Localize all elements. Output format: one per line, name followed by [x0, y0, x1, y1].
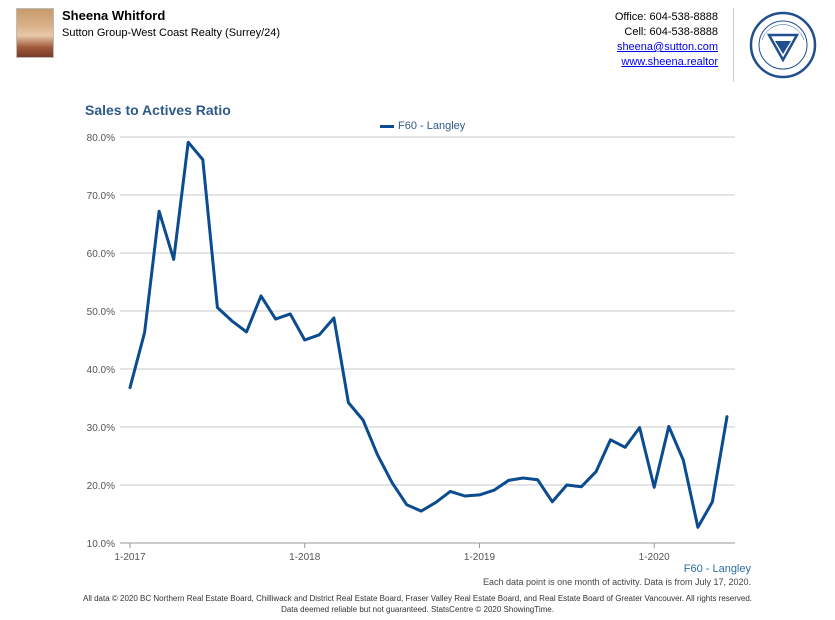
- gridlines: [120, 136, 735, 544]
- y-tick-label: 40.0%: [87, 365, 115, 376]
- y-axis-ticks: 10.0% 20.0% 30.0% 40.0% 50.0% 60.0% 70.0% 80.0%: [87, 133, 115, 550]
- contact-block: Office: 604-538-8888 Cell: 604-538-8888 …: [615, 10, 718, 70]
- y-tick-label: 10.0%: [87, 539, 115, 550]
- y-tick-label: 50.0%: [87, 307, 115, 318]
- cell-phone: Cell: 604-538-8888: [624, 26, 718, 38]
- office-phone: Office: 604-538-8888: [614, 11, 718, 23]
- data-note: Each data point is one month of activity…: [483, 577, 751, 587]
- website-link[interactable]: www.sheena.realtor: [621, 56, 718, 68]
- series-line: [128, 140, 729, 529]
- avatar: [16, 8, 54, 58]
- x-tick-label: 1-2018: [289, 552, 321, 563]
- legend: F60 - Langley: [380, 120, 465, 132]
- footer-copyright: All data © 2020 BC Northern Real Estate …: [82, 594, 753, 603]
- footer-disclaimer: Data deemed reliable but not guaranteed.…: [281, 605, 554, 614]
- chart-title: Sales to Actives Ratio: [85, 102, 231, 118]
- agent-name: Sheena Whitford: [62, 8, 166, 23]
- legend-label: F60 - Langley: [398, 120, 466, 132]
- y-tick-label: 60.0%: [87, 249, 115, 260]
- agent-company: Sutton Group-West Coast Realty (Surrey/2…: [62, 27, 281, 39]
- email-link[interactable]: sheena@sutton.com: [616, 41, 718, 53]
- x-axis-ticks: 1-2017 1-2018 1-2019 1-2020: [114, 543, 670, 563]
- y-tick-label: 80.0%: [87, 133, 115, 144]
- header-divider: [733, 8, 734, 82]
- x-tick-label: 1-2017: [114, 552, 146, 563]
- header: Sheena Whitford Sutton Group-West Coast …: [0, 0, 835, 90]
- fraser-valley-real-estate-board-logo: [749, 11, 817, 79]
- x-tick-label: 1-2020: [639, 552, 671, 563]
- series-label: F60 - Langley: [683, 563, 751, 575]
- y-tick-label: 20.0%: [87, 481, 115, 492]
- legend-swatch: [380, 124, 394, 128]
- x-tick-label: 1-2019: [464, 552, 496, 563]
- y-tick-label: 30.0%: [87, 423, 115, 434]
- y-tick-label: 70.0%: [87, 191, 115, 202]
